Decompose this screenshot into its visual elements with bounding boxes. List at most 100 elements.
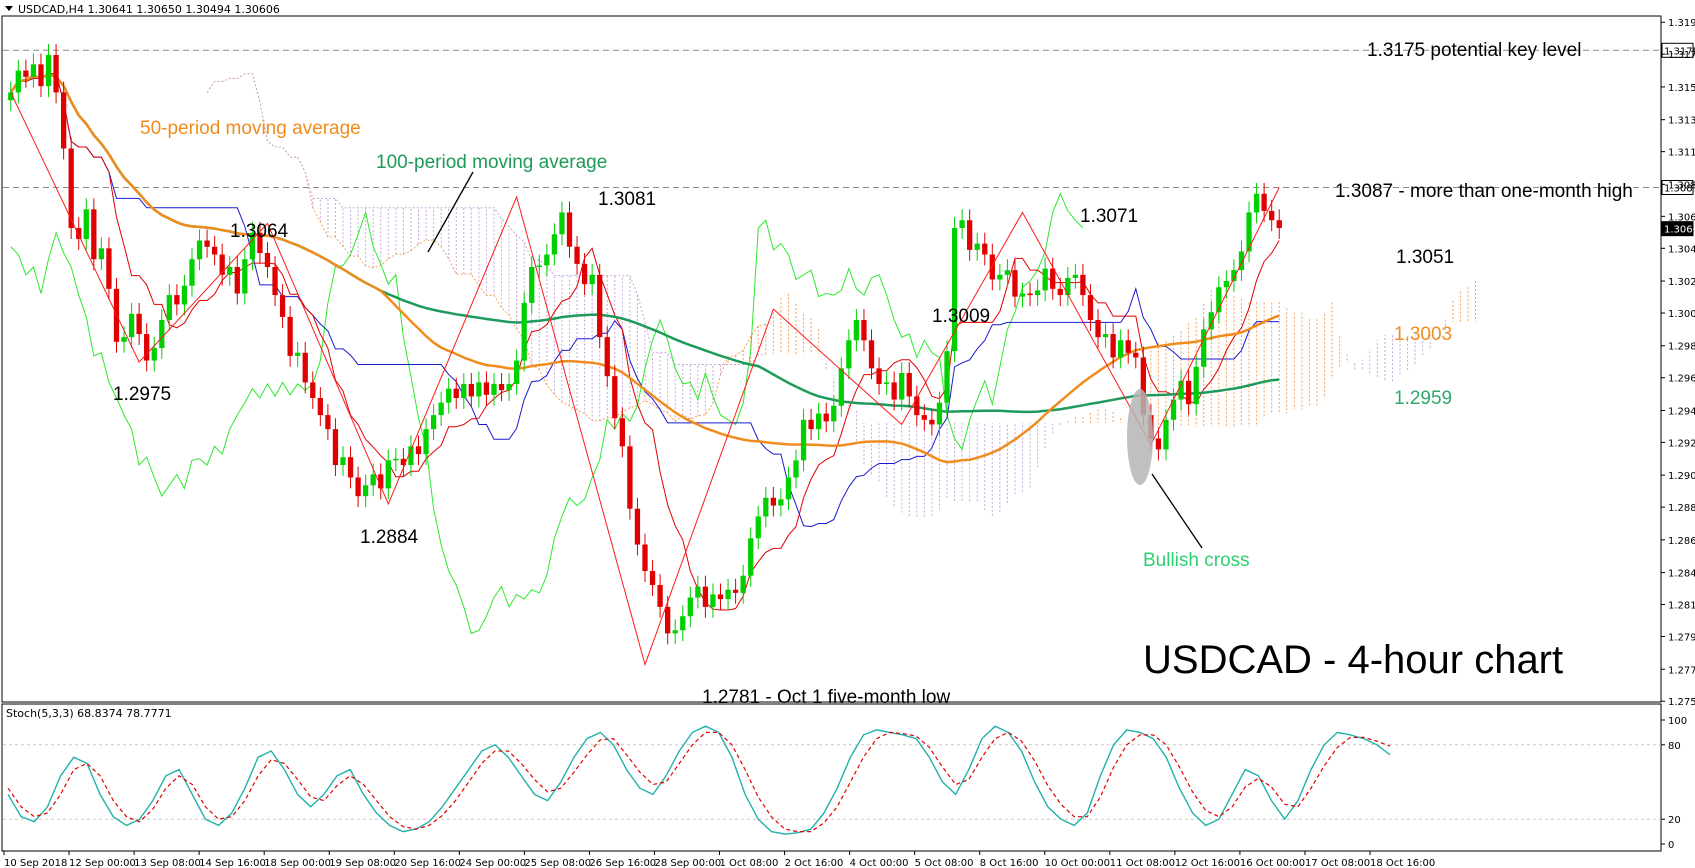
y-tick-label: 1.31100 (1668, 148, 1695, 159)
candle-body (710, 594, 716, 607)
candle-body (468, 383, 474, 397)
candle-body (597, 274, 603, 338)
candle-body (755, 516, 761, 539)
y-tick-label: 1.31515 (1668, 83, 1695, 94)
swing-label-4: 1.3081 (598, 189, 656, 210)
y-tick-label: 1.30270 (1668, 277, 1695, 288)
y-tick-label: 1.30685 (1668, 212, 1695, 223)
candle-body (430, 415, 437, 430)
candle-body (846, 340, 852, 369)
stoch-tick-label: 20 (1668, 815, 1681, 826)
candle-body (242, 259, 248, 294)
candle-body (1065, 277, 1071, 296)
candle-body (1118, 340, 1124, 358)
x-tick-label: 5 Oct 08:00 (915, 858, 974, 868)
candle-body (763, 497, 769, 517)
x-tick-label: 18 Sep 00:00 (264, 858, 331, 868)
stoch-signal-line (7, 731, 1391, 833)
candle-body (1155, 438, 1162, 450)
candle-body (514, 360, 520, 384)
swing-label-1: 1.2975 (113, 384, 171, 405)
candle-body (838, 368, 844, 406)
x-tick-label: 18 Oct 16:00 (1370, 858, 1435, 868)
stochastic-lines: 100 80 20 0 (3, 716, 1687, 851)
candle-body (249, 232, 256, 260)
candle-body (1201, 329, 1207, 367)
candle-body (1019, 293, 1026, 297)
candle-body (498, 383, 505, 391)
ma50-value-label: 1.3003 (1394, 324, 1452, 345)
candle-body (76, 228, 82, 239)
candle-body (1012, 270, 1018, 297)
candle-body (876, 368, 882, 384)
x-tick-label: 8 Oct 16:00 (980, 858, 1039, 868)
x-tick-label: 1 Oct 08:00 (720, 858, 779, 868)
candle-body (642, 544, 648, 572)
y-tick-label: 1.29650 (1668, 374, 1695, 385)
chart-header: USDCAD,H4 1.30641 1.30650 1.30494 1.3060… (18, 3, 280, 16)
candle-body (619, 418, 625, 447)
candle-body (899, 373, 905, 400)
y-tick-label: 1.31305 (1668, 116, 1695, 127)
candle-body (23, 70, 29, 77)
candle-body (438, 402, 444, 416)
y-tick-label: 1.30480 (1668, 244, 1695, 255)
candle-body (491, 383, 497, 395)
candle-body (929, 419, 935, 425)
candle-body (581, 263, 588, 285)
candle-body (672, 630, 678, 634)
y-tick-label: 1.29025 (1668, 471, 1695, 482)
candle-body (536, 265, 542, 268)
candle-body (1034, 290, 1041, 296)
candle-body (861, 320, 867, 341)
candle-body (144, 334, 150, 361)
y-tick-label: 1.28400 (1668, 569, 1695, 580)
candle-body (211, 246, 218, 255)
candle-body (174, 295, 180, 305)
price-level-lines: 1.31750 1.30870 1.30606 (3, 42, 1695, 237)
candle-body (355, 477, 361, 497)
y-tick-label: 1.27780 (1668, 665, 1695, 676)
last-price-label: 1.3051 (1396, 247, 1454, 268)
kijun-line (10, 73, 1280, 528)
candle-body (1087, 295, 1094, 321)
candle-body (816, 413, 822, 430)
candle-body (612, 376, 618, 419)
candle-body (227, 267, 233, 275)
candle-body (521, 302, 527, 361)
candle-body (1238, 251, 1245, 271)
candle-body (166, 295, 172, 321)
candle-body (1261, 193, 1267, 211)
stoch-plot-frame (1, 703, 1662, 852)
candle-body (702, 586, 709, 607)
candle-body (1125, 340, 1131, 353)
candle-body (657, 585, 663, 607)
swing-label-6: 1.3009 (932, 306, 990, 327)
swing-label-5: 1.2781 - Oct 1 five-month low (702, 687, 950, 708)
candle-body (634, 508, 641, 545)
candle-body (340, 457, 346, 466)
candle-body (665, 606, 671, 634)
candle-body (219, 254, 225, 275)
candle-body (400, 458, 407, 466)
ma100-pointer (427, 171, 474, 253)
candle-body (393, 458, 399, 461)
candle-body (1246, 212, 1252, 252)
candle-body (317, 397, 323, 416)
bullish-cross-label: Bullish cross (1143, 550, 1250, 571)
x-tick-label: 16 Oct 00:00 (1240, 858, 1305, 868)
candle-body (1095, 320, 1101, 338)
ma100-value-label: 1.2959 (1394, 388, 1452, 409)
candle-body (695, 586, 701, 598)
price-box (1661, 221, 1694, 237)
candle-body (287, 316, 293, 356)
candle-body (1080, 274, 1086, 296)
x-tick-label: 28 Sep 00:00 (654, 858, 721, 868)
dropdown-arrow-icon[interactable] (5, 6, 13, 11)
y-tick-label: 1.28610 (1668, 536, 1695, 547)
candle-body (944, 351, 950, 403)
stoch-main-line (7, 725, 1391, 835)
stoch-tick-label: 100 (1668, 716, 1687, 727)
candle-body (1110, 334, 1116, 358)
ichimoku-cloud (206, 73, 1477, 517)
